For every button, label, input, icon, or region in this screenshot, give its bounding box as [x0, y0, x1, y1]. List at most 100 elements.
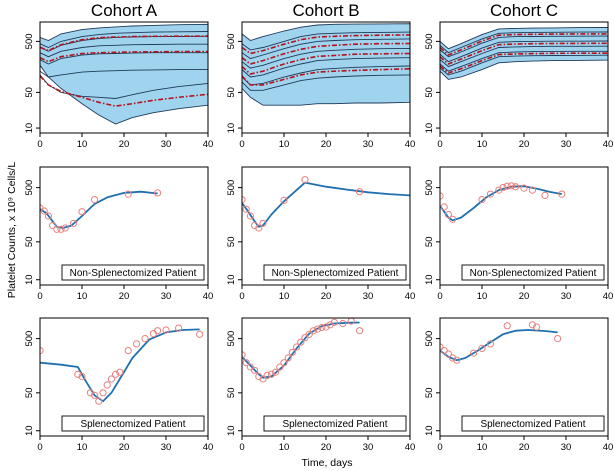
- x-axis-label: Time, days: [302, 457, 353, 469]
- observed-point: [486, 340, 494, 348]
- x-tick-label: 10: [477, 139, 488, 150]
- y-tick-label: 50: [226, 237, 237, 248]
- y-tick-label: 500: [24, 33, 35, 49]
- observed-point: [263, 371, 271, 379]
- observed-point: [499, 184, 507, 192]
- observed-point: [112, 370, 120, 378]
- percentile-line-1: [242, 31, 410, 51]
- plot-area: [242, 23, 410, 106]
- y-tick-label: 50: [24, 237, 35, 248]
- y-tick-label: 500: [24, 180, 35, 196]
- percentile-line-3: [40, 43, 208, 58]
- model-fit-line: [242, 181, 410, 228]
- percentile-line-6: [440, 54, 608, 76]
- observed-point: [554, 335, 562, 343]
- observed-point: [486, 190, 494, 198]
- x-tick-label: 0: [239, 139, 244, 150]
- patient-label: Splenectomized Patient: [80, 419, 185, 430]
- x-tick-label: 30: [561, 442, 572, 453]
- y-tick-label: 10: [24, 123, 35, 134]
- observed-point: [512, 183, 520, 191]
- median-line-2: [242, 42, 410, 65]
- patient-label: Splenectomized Patient: [282, 419, 387, 430]
- observed-point: [267, 370, 275, 378]
- observed-point: [103, 381, 111, 389]
- y-axis-label: Platelet Counts, x 10⁹ Cells/L: [6, 162, 18, 299]
- observed-point: [242, 359, 250, 367]
- x-tick-label: 40: [405, 139, 416, 150]
- x-tick-label: 0: [239, 291, 244, 302]
- observed-point: [255, 224, 263, 232]
- x-tick-label: 30: [161, 291, 172, 302]
- y-tick-label: 50: [226, 388, 237, 399]
- y-tick-label: 10: [424, 274, 435, 285]
- x-tick-label: 10: [77, 139, 88, 150]
- observed-point: [272, 368, 280, 376]
- x-tick-label: 30: [161, 139, 172, 150]
- observed-point: [49, 221, 57, 230]
- x-tick-label: 0: [437, 442, 442, 453]
- patient-label-box: [263, 264, 407, 281]
- observed-point: [356, 327, 364, 335]
- y-tick-label: 50: [24, 388, 35, 399]
- x-tick-label: 10: [77, 442, 88, 453]
- observed-point: [175, 324, 183, 332]
- percentile-line-4: [440, 45, 608, 68]
- observed-point: [53, 225, 61, 233]
- prediction-band: [440, 26, 608, 80]
- plot-area: [242, 176, 410, 232]
- observed-point: [61, 224, 69, 232]
- patient-label-box: [61, 415, 205, 432]
- model-fit-line: [242, 321, 360, 379]
- observed-point: [259, 219, 267, 227]
- observed-point: [154, 189, 162, 197]
- observed-point: [520, 184, 528, 192]
- observed-point: [44, 212, 53, 220]
- y-tick-label: 50: [424, 237, 435, 248]
- observed-point: [280, 196, 288, 204]
- x-tick-label: 0: [37, 139, 42, 150]
- observed-point: [242, 205, 250, 213]
- observed-point: [284, 354, 292, 362]
- observed-point: [280, 359, 288, 367]
- observed-point: [440, 203, 448, 211]
- plot-area: [440, 321, 562, 364]
- patient-label-box: [61, 264, 205, 281]
- x-tick-label: 10: [477, 291, 488, 302]
- observed-point: [347, 318, 355, 325]
- panel-title: Cohort A: [91, 1, 158, 20]
- observed-point: [297, 338, 305, 346]
- observed-point: [314, 325, 322, 333]
- x-tick-label: 0: [437, 291, 442, 302]
- observed-point: [95, 397, 103, 405]
- x-tick-label: 40: [405, 291, 416, 302]
- observed-point: [356, 188, 364, 196]
- percentile-line-1: [440, 31, 608, 54]
- observed-point: [293, 343, 301, 351]
- x-tick-label: 20: [321, 291, 332, 302]
- y-tick-label: 50: [226, 87, 237, 98]
- observed-point: [70, 219, 78, 227]
- model-fit-line: [40, 190, 158, 229]
- model-fit-line: [440, 185, 562, 222]
- x-tick-label: 20: [119, 291, 130, 302]
- x-tick-label: 20: [321, 442, 332, 453]
- observed-point: [162, 326, 170, 334]
- y-tick-label: 500: [424, 33, 435, 49]
- observed-point: [528, 186, 537, 194]
- y-tick-label: 10: [226, 425, 237, 436]
- observed-point: [242, 351, 246, 359]
- observed-point: [453, 356, 461, 364]
- observed-point: [449, 354, 457, 362]
- percentile-line-1: [40, 31, 208, 48]
- percentile-line-5: [440, 50, 608, 72]
- y-tick-label: 50: [424, 87, 435, 98]
- patient-label-box: [461, 264, 605, 281]
- observed-point: [507, 182, 515, 190]
